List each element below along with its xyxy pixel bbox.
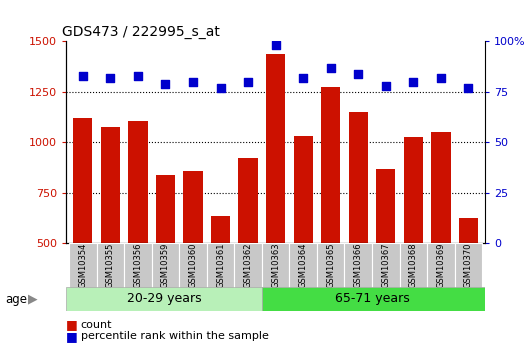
Bar: [372, 243, 400, 288]
Text: 65-71 years: 65-71 years: [334, 293, 409, 305]
Point: [437, 75, 445, 80]
Text: GSM10359: GSM10359: [161, 243, 170, 288]
Bar: [262, 287, 485, 310]
Bar: [128, 121, 147, 344]
Text: GSM10370: GSM10370: [464, 243, 473, 288]
Bar: [73, 118, 92, 344]
Bar: [152, 243, 179, 288]
Bar: [266, 53, 285, 344]
Bar: [69, 243, 96, 288]
Bar: [66, 287, 262, 310]
Bar: [289, 243, 317, 288]
Point: [409, 79, 418, 85]
Text: GSM10364: GSM10364: [298, 243, 307, 288]
Bar: [101, 127, 120, 344]
Bar: [404, 137, 423, 344]
Bar: [207, 243, 234, 288]
Text: count: count: [81, 320, 112, 330]
Text: ■: ■: [66, 330, 78, 343]
Point: [326, 65, 335, 70]
Bar: [431, 132, 450, 344]
Point: [382, 83, 390, 89]
Bar: [179, 243, 207, 288]
Text: ■: ■: [66, 318, 78, 332]
Bar: [156, 175, 175, 344]
Bar: [183, 170, 202, 344]
Text: GSM10366: GSM10366: [354, 243, 363, 288]
Bar: [344, 243, 372, 288]
Text: GSM10355: GSM10355: [106, 243, 115, 288]
Point: [244, 79, 252, 85]
Point: [134, 73, 142, 78]
Point: [161, 81, 170, 87]
Bar: [349, 112, 368, 344]
Text: GSM10354: GSM10354: [78, 243, 87, 288]
Text: GSM10368: GSM10368: [409, 243, 418, 288]
Bar: [400, 243, 427, 288]
Bar: [317, 243, 344, 288]
Text: GSM10367: GSM10367: [381, 243, 390, 288]
Bar: [234, 243, 262, 288]
Bar: [96, 243, 124, 288]
Bar: [238, 158, 258, 344]
Point: [106, 75, 114, 80]
Point: [299, 75, 307, 80]
Text: GSM10363: GSM10363: [271, 243, 280, 288]
Bar: [376, 169, 395, 344]
Bar: [321, 87, 340, 344]
Text: ▶: ▶: [28, 293, 37, 306]
Point: [271, 43, 280, 48]
Text: age: age: [5, 293, 28, 306]
Text: GSM10360: GSM10360: [189, 243, 198, 288]
Bar: [427, 243, 455, 288]
Bar: [294, 136, 313, 344]
Text: GSM10356: GSM10356: [134, 243, 143, 288]
Text: percentile rank within the sample: percentile rank within the sample: [81, 332, 268, 341]
Text: GDS473 / 222995_s_at: GDS473 / 222995_s_at: [62, 25, 220, 39]
Text: GSM10369: GSM10369: [436, 243, 445, 288]
Bar: [124, 243, 152, 288]
Point: [216, 85, 225, 91]
Text: GSM10362: GSM10362: [244, 243, 253, 288]
Bar: [459, 218, 478, 344]
Bar: [262, 243, 289, 288]
Point: [464, 85, 473, 91]
Text: GSM10361: GSM10361: [216, 243, 225, 288]
Point: [354, 71, 363, 77]
Bar: [211, 216, 230, 344]
Point: [189, 79, 197, 85]
Text: 20-29 years: 20-29 years: [127, 293, 201, 305]
Point: [78, 73, 87, 78]
Text: GSM10365: GSM10365: [326, 243, 335, 288]
Bar: [455, 243, 482, 288]
